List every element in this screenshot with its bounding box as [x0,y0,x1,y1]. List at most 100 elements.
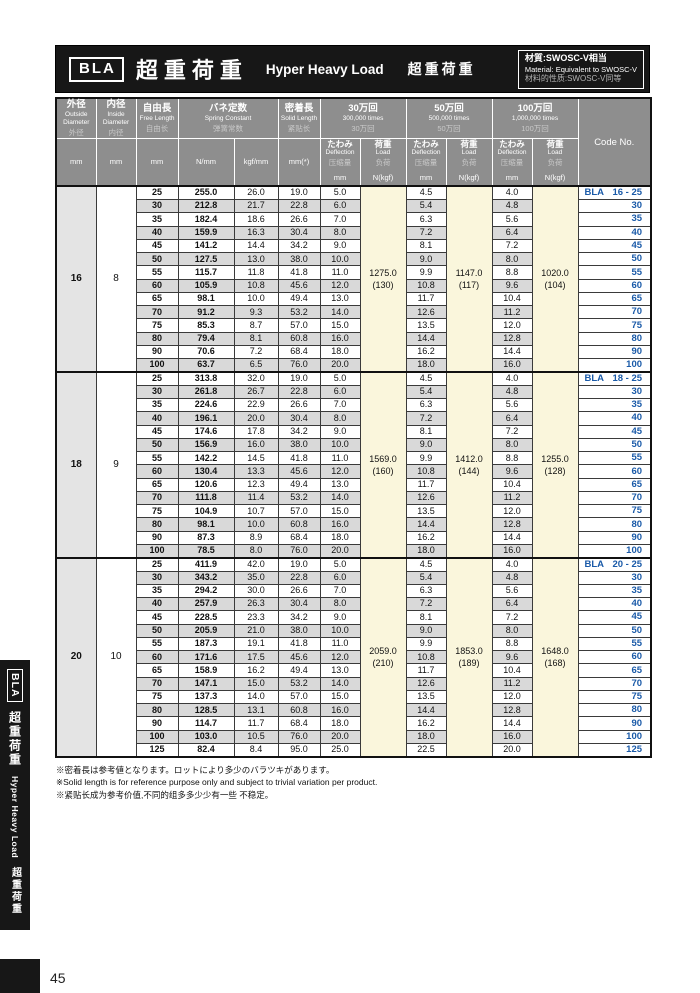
th-load-en: Load [547,149,563,157]
table-row: 30 261.8 26.7 22.8 6.0 5.4 4.8 30 [56,384,652,400]
load-300k-cell: 1569.0 (160) [359,371,407,559]
deflection-300k-cell: 12.0 [319,278,361,293]
deflection-1m-cell: 7.2 [491,424,533,439]
free-length-cell: 65 [135,477,179,492]
deflection-500k-cell: 11.7 [405,291,447,307]
spring-constant-kgf-cell: 32.0 [233,371,279,386]
free-length-cell: 65 [135,663,179,678]
th-free-unit: mm [135,137,179,187]
solid-length-cell: 26.6 [277,398,321,413]
code-no-cell: 60 [577,650,652,665]
load-500k-cell: 1412.0 (144) [445,371,493,559]
deflection-500k-cell: 10.8 [405,278,447,293]
code-no-cell: 80 [577,703,652,718]
th-spring-en: Spring Constant [204,115,252,123]
solid-length-cell: 41.8 [277,265,321,280]
th-outside-unit: mm [55,137,97,187]
deflection-500k-cell: 13.5 [405,318,447,333]
solid-length-cell: 45.6 [277,278,321,293]
free-length-cell: 25 [135,371,179,386]
deflection-500k-cell: 6.3 [405,212,447,227]
solid-length-cell: 34.2 [277,424,321,439]
inside-diameter-cell: 10 [95,556,137,758]
page-number: 45 [50,970,66,986]
code-no-cell: 60 [577,278,652,293]
deflection-300k-cell: 25.0 [319,742,361,758]
load-300k-cell: 1275.0 (130) [359,185,407,373]
free-length-cell: 40 [135,225,179,240]
spring-constant-kgf-cell: 16.0 [233,437,279,453]
spring-constant-n-cell: 224.6 [177,398,235,413]
spring-constant-kgf-cell: 26.3 [233,597,279,612]
table-row: 35 182.4 18.6 26.6 7.0 6.3 5.6 35 [56,212,652,227]
deflection-300k-cell: 7.0 [319,583,361,599]
spring-constant-n-cell: 98.1 [177,291,235,307]
spring-constant-n-cell: 171.6 [177,650,235,665]
table-row: 30 343.2 35.0 22.8 6.0 5.4 4.8 30 [56,570,652,585]
table-row: 65 98.1 10.0 49.4 13.0 11.7 10.4 65 [56,291,652,307]
code-no-cell: 45 [577,610,652,625]
spring-constant-kgf-cell: 19.1 [233,636,279,652]
solid-length-cell: 30.4 [277,411,321,426]
deflection-500k-cell: 9.9 [405,451,447,466]
code-no-cell: BLA 18 - 25 [577,371,652,386]
spring-constant-n-cell: 137.3 [177,689,235,705]
deflection-500k-cell: 12.6 [405,305,447,320]
free-length-cell: 75 [135,318,179,333]
spring-constant-kgf-cell: 13.1 [233,703,279,718]
deflection-1m-cell: 20.0 [491,742,533,758]
deflection-1m-cell: 6.4 [491,411,533,426]
deflection-500k-cell: 6.3 [405,583,447,599]
th-inside-unit: mm [95,137,137,187]
spring-constant-kgf-cell: 20.0 [233,411,279,426]
th-solid-cn: 紧贴长 [287,123,311,133]
deflection-500k-cell: 8.1 [405,610,447,625]
spring-constant-n-cell: 343.2 [177,570,235,585]
spring-constant-n-cell: 82.4 [177,742,235,758]
deflection-500k-cell: 18.0 [405,543,447,559]
deflection-300k-cell: 9.0 [319,424,361,439]
th-deflection-1m: たわみ Deflection 压缩量 mm [491,137,533,187]
spring-constant-n-cell: 120.6 [177,477,235,492]
th-cycles-500k: 50万回 500,000 times 50万回 [405,97,493,139]
footnote-jp: ※密着長は参考値となります。ロットにより多少のバラツキがあります。 [56,764,335,775]
deflection-1m-cell: 9.6 [491,650,533,665]
deflection-500k-cell: 9.9 [405,265,447,280]
free-length-cell: 30 [135,570,179,585]
side-tab-title-cn: 超重荷重 [9,866,21,915]
deflection-1m-cell: 14.4 [491,716,533,731]
deflection-300k-cell: 7.0 [319,212,361,227]
table-row: 60 130.4 13.3 45.6 12.0 10.8 9.6 60 [56,464,652,479]
material-en: Material: Equivalent to SWOSC-V [524,64,637,74]
deflection-1m-cell: 6.4 [491,225,533,240]
deflection-500k-cell: 7.2 [405,225,447,240]
deflection-1m-cell: 5.6 [491,212,533,227]
spring-constant-kgf-cell: 12.3 [233,477,279,492]
spring-constant-kgf-cell: 10.5 [233,729,279,744]
deflection-1m-cell: 8.8 [491,636,533,652]
deflection-1m-cell: 4.8 [491,384,533,400]
spring-constant-kgf-cell: 13.3 [233,464,279,479]
spring-constant-kgf-cell: 11.7 [233,716,279,731]
spring-constant-n-cell: 127.5 [177,252,235,267]
deflection-1m-cell: 12.0 [491,504,533,519]
deflection-1m-cell: 6.4 [491,597,533,612]
free-length-cell: 80 [135,703,179,718]
solid-length-cell: 19.0 [277,556,321,572]
deflection-500k-cell: 16.2 [405,716,447,731]
th-inside-en: Inside Diameter [102,110,130,127]
spring-constant-kgf-cell: 8.7 [233,318,279,333]
solid-length-cell: 30.4 [277,597,321,612]
deflection-300k-cell: 11.0 [319,636,361,652]
code-no-cell: 100 [577,729,652,744]
spring-constant-n-cell: 114.7 [177,716,235,731]
load-300k-cell: 2059.0 (210) [359,556,407,758]
code-no-cell: 50 [577,252,652,267]
spring-constant-n-cell: 111.8 [177,490,235,506]
spring-constant-kgf-cell: 16.2 [233,663,279,678]
free-length-cell: 60 [135,650,179,665]
free-length-cell: 25 [135,556,179,572]
outside-diameter-cell: 20 [55,556,97,758]
footnotes: ※密着長は参考値となります。ロットにより多少のバラツキがあります。 ※Solid… [55,764,650,802]
th-load-cn: 负荷 [375,157,391,167]
